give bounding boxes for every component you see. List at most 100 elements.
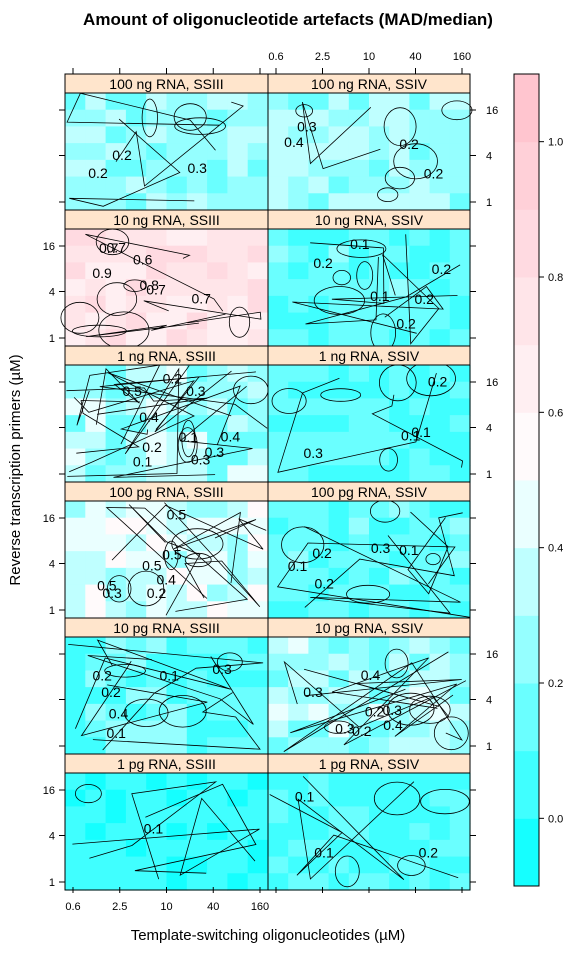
heat-cell <box>449 584 471 602</box>
heat-cell <box>308 703 330 722</box>
heat-cell <box>247 670 269 688</box>
heat-cell <box>146 856 168 874</box>
heat-cell <box>227 193 249 211</box>
contour-line <box>73 370 232 433</box>
heat-cell <box>125 448 147 466</box>
heat-cell <box>369 93 390 111</box>
heat-cell <box>85 329 107 347</box>
heat-cell <box>247 856 269 874</box>
heat-cell <box>308 637 330 655</box>
heat-cell <box>348 773 370 791</box>
heat-cell <box>288 312 309 330</box>
heat-cell <box>369 365 390 383</box>
heat-cell <box>429 398 451 416</box>
contour-label: 0.2 <box>424 166 444 182</box>
heat-cell <box>429 109 451 128</box>
heat-cell <box>328 176 350 194</box>
contour-label: 0.2 <box>419 845 439 861</box>
contour-line <box>177 427 198 463</box>
contour-label: 0.1 <box>411 424 431 440</box>
heat-cell <box>65 312 86 330</box>
heat-cell <box>186 773 208 791</box>
contour-line <box>384 166 415 190</box>
heat-cell <box>409 551 431 569</box>
contour-label: 0.1 <box>106 725 126 741</box>
heat-cell <box>369 176 390 194</box>
heat-cell <box>125 295 147 314</box>
heat-cell <box>348 637 370 655</box>
heat-cell <box>207 381 228 400</box>
heat-cell <box>369 279 390 297</box>
heat-cell <box>308 601 330 619</box>
heat-cell <box>288 431 309 450</box>
heat-cell <box>227 398 249 416</box>
contour-label: 0.9 <box>92 265 112 281</box>
heat-cell <box>429 448 451 466</box>
heat-cell <box>288 93 309 111</box>
heat-cell <box>85 584 107 602</box>
heat-cell <box>369 159 390 178</box>
contour-line <box>75 784 102 804</box>
heat-cell <box>268 159 289 178</box>
heat-cell <box>308 431 330 450</box>
heat-cell <box>308 501 330 519</box>
heat-cell <box>227 823 249 841</box>
colorbar-band <box>514 74 539 143</box>
heat-cell <box>429 823 451 841</box>
heat-cell <box>85 431 107 450</box>
heat-cell <box>65 126 86 144</box>
heat-cell <box>85 873 107 891</box>
contour-label: 0.4 <box>156 572 176 588</box>
heat-cell <box>227 773 249 791</box>
heat-cell <box>207 823 228 841</box>
heat-cell <box>288 448 309 466</box>
heat-cell <box>409 653 431 672</box>
contour-label: 0.2 <box>163 370 183 386</box>
heat-cell <box>389 773 410 791</box>
heat-cell <box>308 789 330 808</box>
heat-cell <box>348 789 370 808</box>
contour-line <box>320 388 362 402</box>
colorbar-tick-label: 0.0 <box>548 813 563 825</box>
heat-cell <box>227 279 249 297</box>
heat-cell <box>207 839 228 858</box>
heat-cell <box>146 109 168 128</box>
heat-cell <box>449 653 471 672</box>
heat-cell <box>65 703 86 722</box>
heat-cell <box>348 856 370 874</box>
heat-cell <box>328 465 350 483</box>
heat-cell <box>247 381 269 400</box>
heat-cell <box>247 517 269 536</box>
heat-cell <box>308 295 330 314</box>
heat-cell <box>348 126 370 144</box>
contour-line <box>305 256 461 325</box>
heat-cell <box>247 312 269 330</box>
heat-cell <box>268 517 289 536</box>
heat-cell <box>85 856 107 874</box>
contour-line <box>128 504 201 616</box>
heat-cell <box>227 415 249 433</box>
contour-line <box>356 261 374 290</box>
contour-line <box>383 107 417 146</box>
heat-cell <box>166 737 188 755</box>
heat-cell <box>166 839 188 858</box>
colorbar-tick-label: 0.6 <box>548 407 563 419</box>
heat-cell <box>268 601 289 619</box>
heat-cell <box>227 670 249 688</box>
heat-cell <box>348 159 370 178</box>
contour-label: 0.3 <box>335 720 355 736</box>
heat-cell <box>288 670 309 688</box>
contour-line <box>85 233 224 312</box>
heat-cell <box>166 567 188 586</box>
panel-3: 0.70.70.70.80.70.90.610 ng RNA, SSIII <box>60 209 269 350</box>
heat-cell <box>186 873 208 891</box>
heat-cell <box>166 773 188 791</box>
heat-cell <box>389 229 410 247</box>
heat-cell <box>207 856 228 874</box>
colorbar-tick-label: 0.8 <box>548 272 563 284</box>
colorbar-tick-label: 0.4 <box>548 543 563 555</box>
heat-cell <box>308 229 330 247</box>
contour-line <box>334 855 360 888</box>
heat-cell <box>85 517 107 536</box>
